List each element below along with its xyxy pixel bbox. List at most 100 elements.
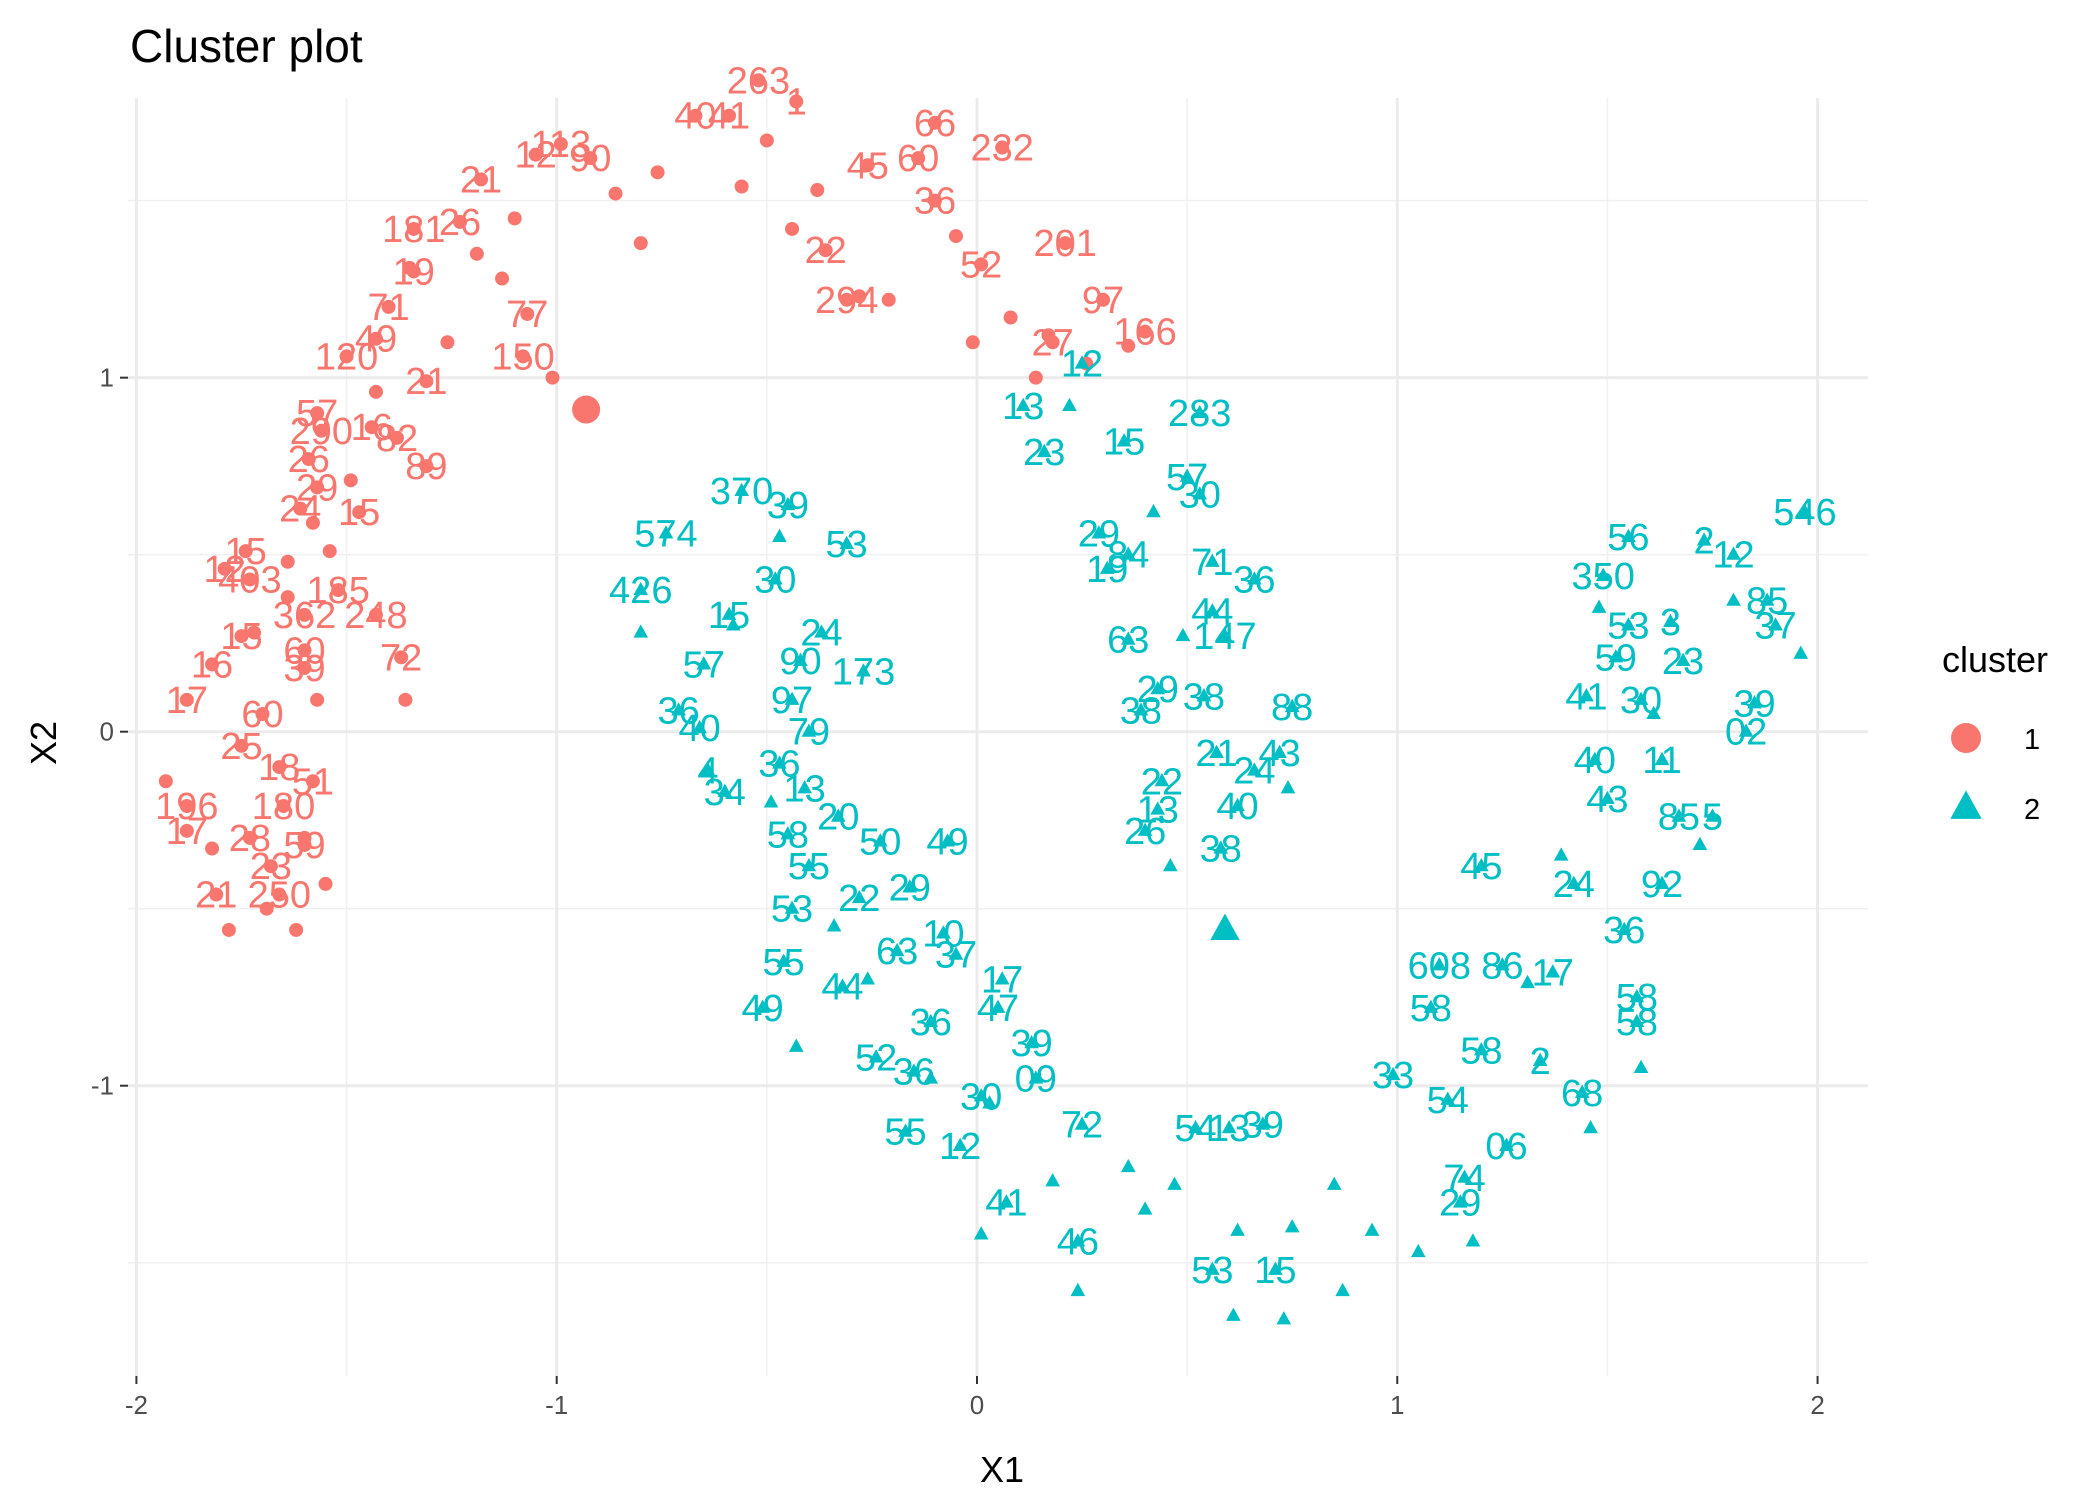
legend-key-inner-2: [1956, 801, 1976, 819]
point-c2-118: [1230, 1222, 1245, 1236]
point-c2-80: [1453, 1194, 1468, 1208]
point-label-c2-13: 426: [609, 570, 672, 612]
point-c2-37: [1209, 744, 1224, 758]
point-c2-6: [1192, 486, 1208, 500]
point-label-c1-18: 52: [960, 244, 1002, 286]
point-c1-61: [272, 887, 287, 902]
point-c2-154: [1465, 1233, 1481, 1247]
point-label-c1-43: 248: [344, 595, 407, 637]
point-label-c1-26: 150: [491, 336, 554, 378]
point-c1-35: [310, 480, 325, 495]
point-c1-38: [238, 544, 253, 559]
point-label-c2-59: 44: [821, 967, 863, 1009]
point-label-c2-85: 68: [1561, 1073, 1603, 1115]
point-label-c2-82: 74: [1443, 1158, 1485, 1200]
point-c1-47: [205, 657, 220, 672]
point-label-c2-3: 15: [1103, 421, 1145, 463]
point-c1-7: [927, 115, 942, 130]
point-label-c1-32: 82: [376, 418, 418, 460]
point-c1-37: [352, 505, 367, 520]
point-label-c2-19: 24: [800, 613, 842, 655]
point-c2-88: [1423, 999, 1439, 1013]
point-c2-66: [1028, 1070, 1044, 1084]
center-c2: [1210, 913, 1240, 941]
point-label-c2-2: 13: [1002, 386, 1044, 428]
point-label-c2-45: 58: [767, 814, 809, 856]
y-tick-label-1: 0: [100, 717, 114, 747]
legend-label-2: 2: [2024, 794, 2040, 826]
point-c1-53: [305, 774, 320, 789]
point-c1-40: [242, 572, 257, 587]
point-c1-18: [974, 257, 989, 272]
point-label-c1-28: 21: [405, 361, 447, 403]
point-c2-132: [1062, 397, 1077, 412]
point-c2-44: [1150, 801, 1166, 815]
point-c1-95: [495, 271, 510, 286]
point-c2-91: [1545, 964, 1561, 978]
point-label-c1-8: 232: [970, 128, 1033, 170]
point-c2-148: [973, 1226, 989, 1240]
point-label-c1-29: 16: [351, 407, 393, 449]
point-label-c2-74: 33: [1372, 1055, 1414, 1097]
point-c2-71: [1188, 1119, 1203, 1134]
point-c1-0: [553, 137, 568, 152]
point-c1-15: [818, 243, 833, 258]
point-c2-103: [1633, 691, 1649, 705]
point-c2-50: [801, 857, 817, 872]
point-label-c1-52: 18: [258, 747, 300, 789]
point-c2-137: [1520, 974, 1535, 989]
point-label-c1-55: 180: [252, 786, 315, 828]
point-c1-68: [280, 554, 295, 569]
point-label-c2-108: 3: [1660, 602, 1681, 644]
point-label-c1-1: 263: [727, 60, 790, 102]
point-c2-56: [948, 946, 964, 960]
point-c2-24: [793, 652, 808, 666]
point-label-c2-68: 72: [1061, 1105, 1103, 1147]
point-label-c1-47: 16: [191, 644, 233, 686]
point-label-c1-56: 17: [166, 811, 208, 853]
point-c2-134: [1175, 627, 1191, 642]
point-c1-73: [368, 384, 383, 399]
point-label-c1-58: 59: [283, 825, 325, 867]
point-c1-79: [608, 186, 623, 201]
point-label-c2-99: 40: [1574, 740, 1616, 782]
grid-major: [128, 98, 1868, 1376]
point-label-c1-40: 403: [218, 559, 281, 601]
point-label-c1-39: 12: [204, 549, 246, 591]
point-label-c2-75: 54: [1427, 1080, 1469, 1122]
x-tick-label-3: 1: [1390, 1390, 1404, 1420]
legend-items: 12: [1950, 723, 2040, 826]
point-label-c2-50: 55: [788, 846, 830, 888]
point-label-c1-24: 166: [1113, 312, 1176, 354]
point-c1-31: [314, 423, 329, 438]
point-label-c2-27: 36: [657, 690, 699, 732]
point-label-c2-111: 2: [1694, 521, 1715, 563]
point-c2-122: [1167, 1176, 1182, 1190]
point-c2-106: [1675, 652, 1691, 666]
point-c1-5: [528, 147, 543, 162]
point-label-c2-29: 29: [1137, 669, 1179, 711]
point-label-c2-28: 97: [771, 680, 813, 722]
legend-label-1: 1: [2024, 724, 2040, 756]
point-c1-30: [310, 406, 325, 421]
point-label-c1-5: 12: [515, 135, 557, 177]
point-label-c1-35: 29: [296, 467, 338, 509]
point-c1-12: [453, 214, 468, 229]
point-c1-39: [217, 561, 232, 576]
point-c2-135: [1163, 857, 1178, 872]
point-c2-4: [1036, 443, 1052, 458]
y-tick-label-2: 1: [100, 363, 114, 393]
point-c2-81: [1499, 1137, 1514, 1151]
point-label-c2-22: 63: [1107, 620, 1149, 662]
point-c2-1: [1192, 404, 1208, 419]
point-c1-41: [331, 583, 346, 598]
point-c2-73: [1221, 1119, 1237, 1134]
point-label-c2-106: 23: [1662, 641, 1704, 683]
point-c2-131: [772, 528, 787, 543]
point-c2-30: [1196, 688, 1212, 702]
point-c1-1: [751, 73, 766, 88]
point-c2-39: [797, 780, 812, 794]
